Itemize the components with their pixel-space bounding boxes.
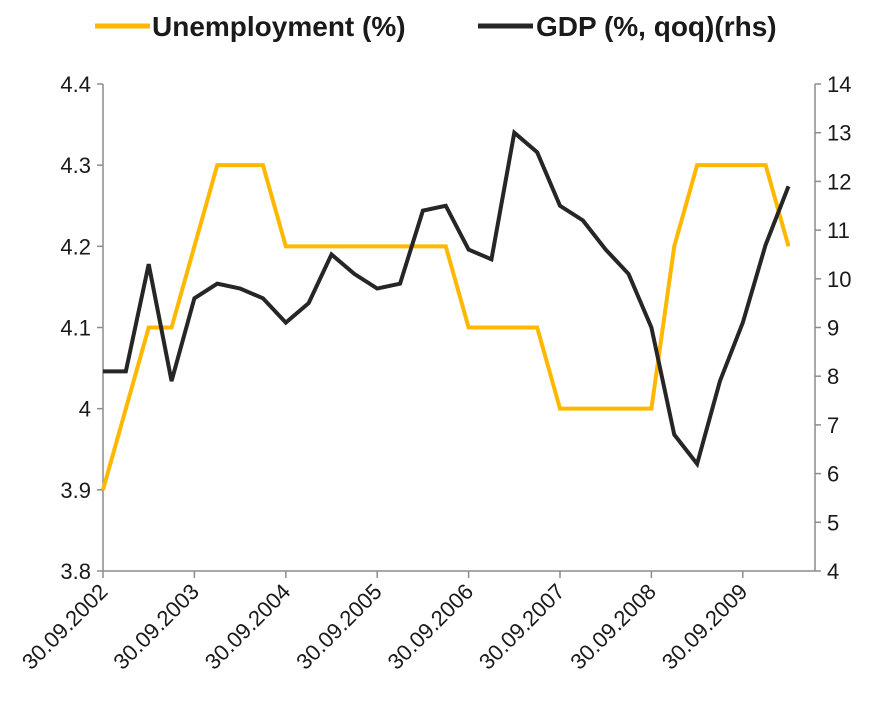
y-left-tick-label: 4.3	[60, 153, 91, 178]
series-line-unemployment	[101, 163, 791, 491]
legend-label-gdp: GDP (%, qoq)(rhs)	[536, 11, 777, 42]
y-right-tick-label: 6	[827, 462, 839, 487]
y-right-tick-label: 14	[827, 72, 851, 97]
y-left-tick-label: 3.9	[60, 478, 91, 503]
x-tick-label: 30.09.2006	[383, 579, 479, 675]
x-tick-label: 30.09.2008	[565, 579, 661, 675]
y-right-tick-label: 12	[827, 169, 851, 194]
y-right-tick-label: 9	[827, 316, 839, 341]
y-right-tick-label: 5	[827, 510, 839, 535]
y-right-tick-label: 8	[827, 364, 839, 389]
y-left-tick-label: 4	[79, 397, 91, 422]
x-tick-label: 30.09.2007	[474, 579, 570, 675]
x-tick-label: 30.09.2003	[108, 579, 204, 675]
y-left-tick-label: 4.2	[60, 234, 91, 259]
y-right-tick-label: 11	[827, 218, 850, 243]
y-right-tick-label: 10	[827, 267, 851, 292]
series-line-gdp	[103, 128, 791, 469]
series-layer	[101, 128, 791, 491]
y-right-tick-label: 13	[827, 121, 851, 146]
x-tick-label: 30.09.2005	[291, 579, 387, 675]
y-right-tick-label: 7	[827, 413, 839, 438]
y-left-tick-label: 4.4	[60, 72, 91, 97]
axes: 3.8 3.9 4 4.1 4.2 4.3 4.4 4 5 6 7 8 9 10 11 12 13 14 30.09…	[17, 72, 851, 674]
y-right-tick-label: 4	[827, 559, 839, 584]
x-tick-label: 30.09.2002	[17, 579, 113, 675]
y-left-tick-label: 3.8	[60, 559, 91, 584]
legend: Unemployment (%) GDP (%, qoq)(rhs)	[95, 11, 777, 42]
x-tick-label: 30.09.2009	[657, 579, 753, 675]
x-tick-label: 30.09.2004	[200, 579, 296, 675]
y-left-tick-label: 4.1	[60, 316, 91, 341]
legend-label-unemployment: Unemployment (%)	[152, 11, 406, 42]
